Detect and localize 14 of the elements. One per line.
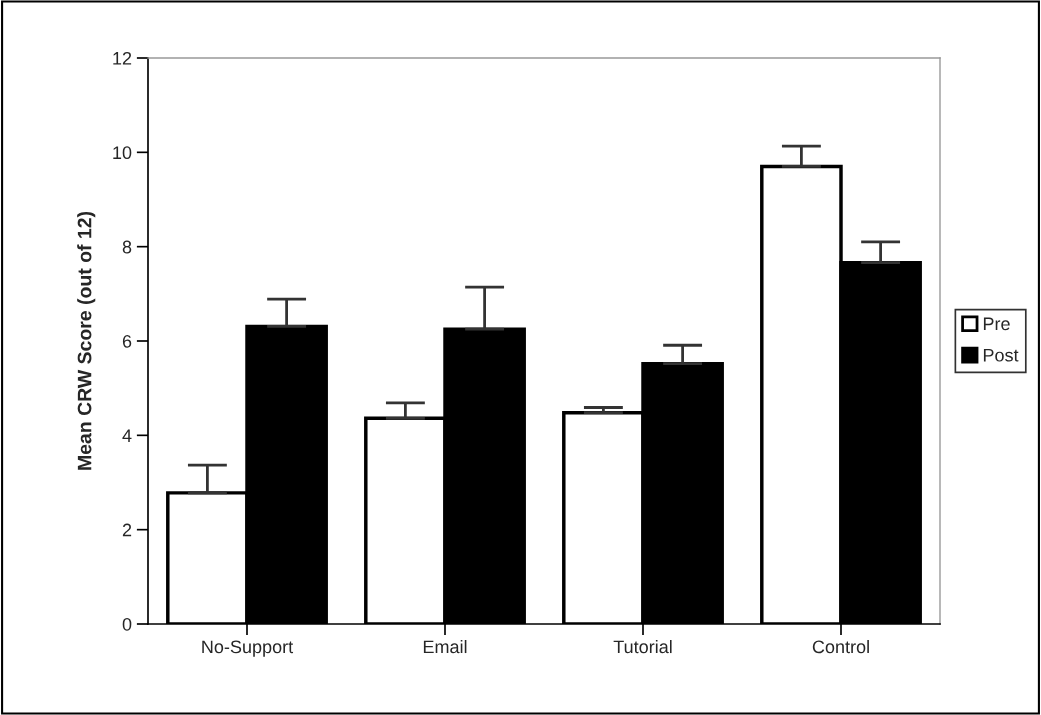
x-tick-label: No-Support [202, 640, 294, 657]
y-tick-label: 0 [122, 617, 132, 631]
x-tick-label: Tutorial [613, 639, 672, 654]
y-tick-label: 12 [113, 51, 132, 65]
y-tick-label: 4 [122, 429, 132, 442]
y-tick-label: 8 [122, 240, 132, 254]
x-tick-label: Email [423, 639, 467, 654]
legend-label: Post [983, 348, 1019, 362]
legend-label: Pre [983, 317, 1010, 331]
y-tick-label: 10 [113, 146, 132, 160]
y-axis-title: Mean CRW Score (out of 12) [77, 211, 96, 470]
y-tick-label: 2 [122, 523, 132, 537]
y-tick-label: 6 [122, 334, 132, 348]
x-tick-label: Control [812, 639, 869, 654]
